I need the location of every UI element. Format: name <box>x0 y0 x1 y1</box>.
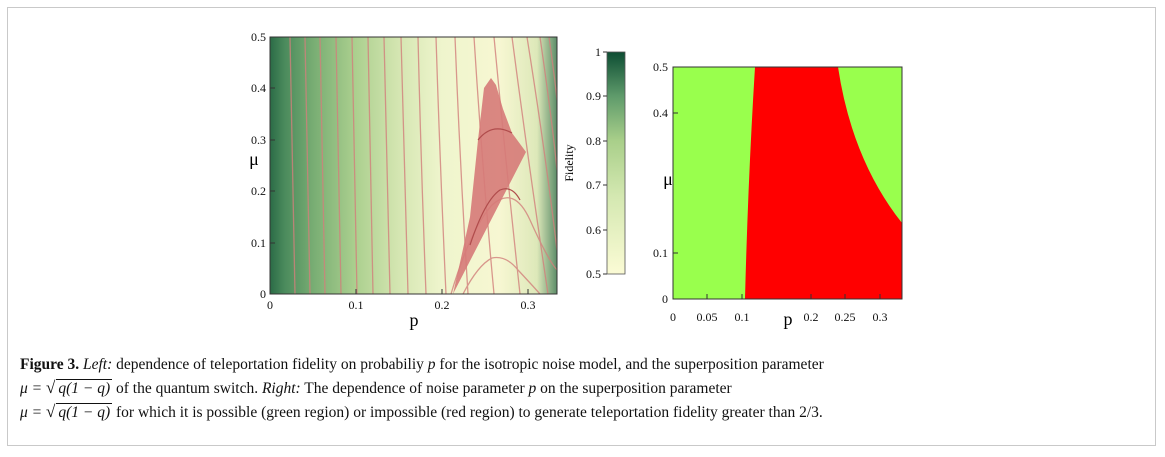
right-plot-ticks <box>672 66 881 300</box>
y-tick-label: 0.3 <box>251 133 266 147</box>
x-tick-label: 0.1 <box>349 298 364 312</box>
math-p: p <box>528 380 537 397</box>
x-tick-label: 0.1 <box>735 310 750 324</box>
fidelity-colorbar: 0.5 0.6 0.7 0.8 0.9 1 Fidelity <box>562 45 626 281</box>
figure-frame <box>7 7 1156 446</box>
colorbar-tick-label: 0.8 <box>586 134 601 148</box>
y-tick-label: 0.4 <box>653 106 668 120</box>
colorbar-tick-label: 0.9 <box>586 89 601 103</box>
x-tick-label: 0.2 <box>435 298 450 312</box>
right-region-plot: 0 0.05 0.1 0.2 0.25 0.3 0 0.1 0.4 0.5 μ … <box>653 60 903 329</box>
figure-caption: Figure 3. Left: dependence of teleportat… <box>20 353 1145 424</box>
figure-plots: 0 0.1 0.2 0.3 0 0.1 0.2 0.3 0.4 0.5 μ p … <box>249 30 903 330</box>
contour-in-region <box>469 188 521 246</box>
caption-line-3: μ = √ q(1 − q) for which it is possible (… <box>20 400 1145 424</box>
left-plot-frame <box>269 36 558 295</box>
caption-line-2: μ = √ q(1 − q) of the quantum switch. Rig… <box>20 376 1145 400</box>
left-plot-tick-labels: 0 0.1 0.2 0.3 0 0.1 0.2 0.3 0.4 0.5 <box>251 30 536 312</box>
x-tick-label: 0 <box>670 310 676 324</box>
colorbar-tick-label: 0.5 <box>586 267 601 281</box>
left-heatmap: 0 0.1 0.2 0.3 0 0.1 0.2 0.3 0.4 0.5 μ p <box>249 30 558 330</box>
left-plot-ylabel: μ <box>249 149 259 169</box>
y-tick-label: 0 <box>662 292 668 306</box>
x-tick-label: 0.05 <box>697 310 718 324</box>
x-tick-label: 0.2 <box>804 310 819 324</box>
y-tick-label: 0 <box>260 287 266 301</box>
colorbar-gradient <box>606 51 626 275</box>
colorbar-tick-labels: 0.5 0.6 0.7 0.8 0.9 1 <box>586 45 601 281</box>
colorbar-label: Fidelity <box>562 144 576 181</box>
math-sqrt-body: q(1 − q) <box>56 379 113 397</box>
right-marker: Right: <box>261 380 301 397</box>
colorbar-tick-label: 0.6 <box>586 223 601 237</box>
radical-sign: √ <box>46 402 56 421</box>
right-plot-tick-labels: 0 0.05 0.1 0.2 0.25 0.3 0 0.1 0.4 0.5 <box>653 60 888 324</box>
left-plot-ticks <box>269 36 529 295</box>
colorbar-ticks <box>603 51 607 275</box>
x-tick-label: 0.3 <box>521 298 536 312</box>
math-mu-eq: μ = <box>20 404 46 421</box>
caption-text: The dependence of noise parameter <box>300 380 529 397</box>
y-tick-label: 0.5 <box>251 30 266 44</box>
contour-in-region <box>477 128 513 141</box>
right-plot-xlabel: p <box>784 309 793 329</box>
colorbar-tick-label: 1 <box>595 45 601 59</box>
y-tick-label: 0.1 <box>251 236 266 250</box>
x-tick-label: 0 <box>267 298 273 312</box>
fidelity-contours <box>289 37 557 294</box>
figure-label: Figure 3. <box>20 356 80 373</box>
caption-text: of the quantum switch. <box>112 380 262 397</box>
y-tick-label: 0.5 <box>653 60 668 74</box>
caption-text: for which it is possible (green region) … <box>112 404 823 421</box>
impossible-region <box>745 67 902 299</box>
colorbar-tick-label: 0.7 <box>586 178 601 192</box>
y-tick-label: 0.2 <box>251 184 266 198</box>
caption-text: for the isotropic noise model, and the s… <box>435 356 824 373</box>
right-plot-frame <box>672 66 903 300</box>
x-tick-label: 0.3 <box>873 310 888 324</box>
y-tick-label: 0.4 <box>251 81 266 95</box>
caption-text: on the superposition parameter <box>536 380 732 397</box>
caption-text: dependence of teleportation fidelity on … <box>112 356 428 373</box>
caption-line-1: Figure 3. Left: dependence of teleportat… <box>20 353 1145 376</box>
left-marker: Left: <box>83 356 113 373</box>
math-p: p <box>427 356 436 373</box>
math-mu-eq: μ = <box>20 380 46 397</box>
radical-sign: √ <box>46 378 56 397</box>
left-plot-xlabel: p <box>410 310 419 330</box>
math-sqrt-body: q(1 − q) <box>56 403 113 421</box>
y-tick-label: 0.1 <box>653 246 668 260</box>
x-tick-label: 0.25 <box>835 310 856 324</box>
right-plot-ylabel: μ <box>663 169 673 189</box>
